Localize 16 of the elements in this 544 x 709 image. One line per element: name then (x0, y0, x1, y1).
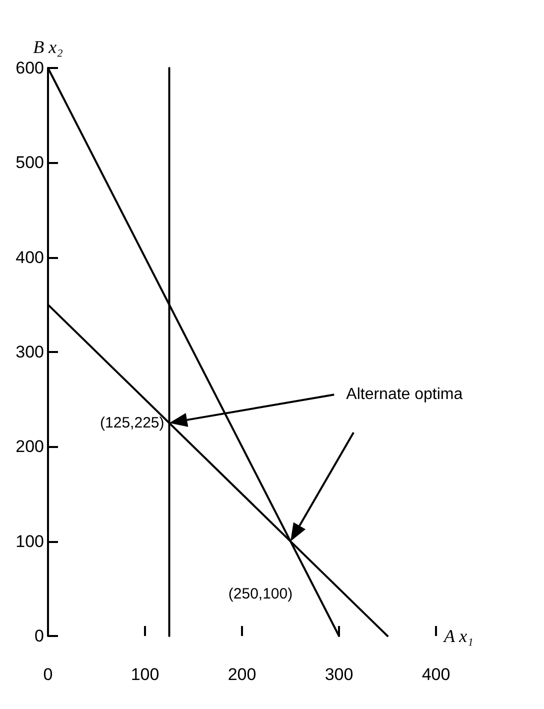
y-tick-label: 100 (16, 532, 44, 551)
annotation: Alternate optima (346, 386, 463, 404)
x-axis-title: A x₁ (443, 626, 474, 646)
x-tick-label: 100 (130, 665, 160, 684)
x-tick-label: 200 (228, 665, 256, 684)
x-tick-label: 400 (422, 665, 450, 684)
annotation: (250,100) (228, 585, 293, 602)
y-tick-label: 200 (16, 437, 44, 456)
y-tick-label: 600 (16, 58, 44, 78)
x-tick-label: 300 (324, 665, 354, 684)
annotation: (125,225) (100, 414, 164, 432)
y-tick-label: 400 (16, 248, 44, 267)
y-tick-label: 300 (16, 342, 44, 362)
y-tick-label: 500 (16, 153, 44, 172)
y-axis-title: B x₂ (33, 37, 63, 57)
y-tick-label: 0 (34, 626, 44, 646)
